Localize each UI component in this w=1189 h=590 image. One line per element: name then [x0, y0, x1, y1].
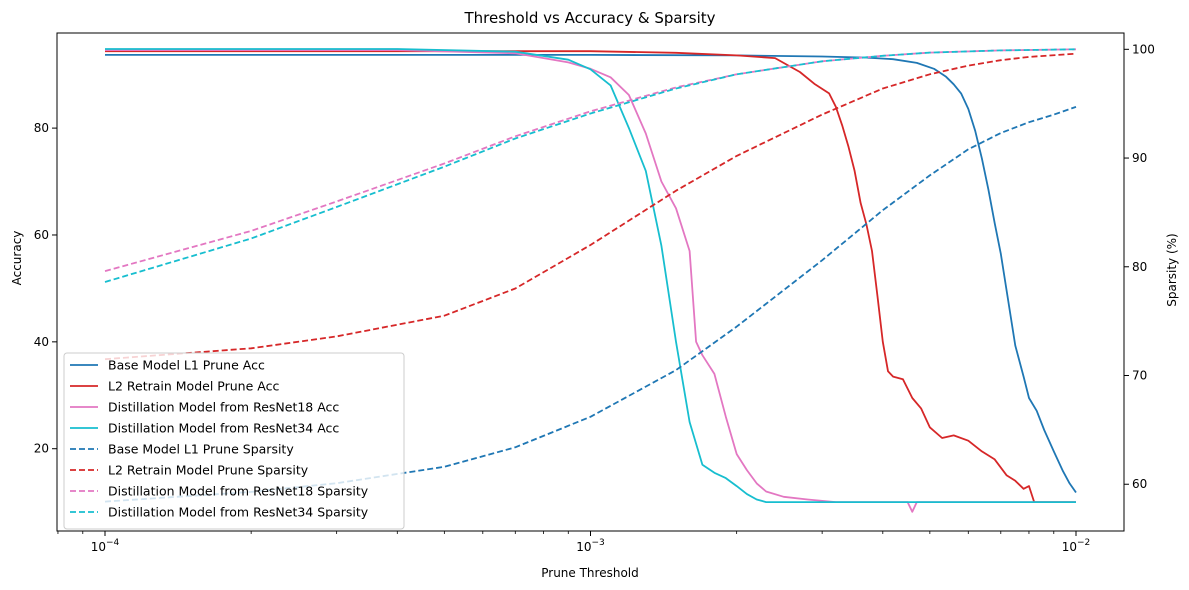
- x-tick-label: 10−4: [91, 538, 120, 554]
- x-tick-label: 10−2: [1062, 538, 1091, 554]
- chart-title: Threshold vs Accuracy & Sparsity: [463, 9, 715, 27]
- legend-label: Distillation Model from ResNet18 Sparsit…: [108, 484, 369, 499]
- series-line-distillation-model-from-resnet18-sparsity: [104, 48, 1077, 272]
- y2-tick-label: 90: [1132, 151, 1147, 165]
- legend-label: L2 Retrain Model Prune Acc: [108, 379, 279, 394]
- y2-tick-label: 100: [1132, 42, 1155, 56]
- x-axis-label: Prune Threshold: [541, 566, 639, 580]
- legend-label: Distillation Model from ResNet34 Sparsit…: [108, 505, 369, 520]
- series-line-base-model-l1-prune-acc: [105, 54, 1077, 494]
- y-tick-label: 20: [34, 442, 49, 456]
- axes-layer: 10−4 10−3 10−2 20 40 60 80 60 70 80 90 100: [34, 42, 1155, 554]
- y-axis-label: Accuracy: [10, 231, 24, 286]
- x-tick-label: 10−3: [576, 538, 605, 554]
- legend-label: L2 Retrain Model Prune Sparsity: [108, 463, 309, 478]
- series-line-l2-retrain-model-prune-acc: [105, 50, 1076, 504]
- y2-tick-label: 60: [1132, 477, 1147, 491]
- legend-label: Distillation Model from ResNet34 Acc: [108, 421, 339, 436]
- legend-label: Base Model L1 Prune Acc: [108, 358, 265, 373]
- series-line-base-model-l1-prune-sparsity: [104, 106, 1077, 503]
- series-line-l2-retrain-model-prune-sparsity: [104, 52, 1077, 361]
- y2-tick-label: 70: [1132, 369, 1147, 383]
- y-tick-label: 80: [34, 121, 49, 135]
- series-line-distillation-model-from-resnet34-sparsity: [104, 48, 1077, 283]
- legend-label: Distillation Model from ResNet18 Acc: [108, 400, 339, 415]
- y-tick-label: 60: [34, 228, 49, 242]
- legend-label: Base Model L1 Prune Sparsity: [108, 442, 294, 457]
- y2-tick-label: 80: [1132, 260, 1147, 274]
- legend: Base Model L1 Prune Acc L2 Retrain Model …: [63, 352, 405, 530]
- y-tick-label: 40: [34, 335, 49, 349]
- legend-box: [63, 352, 405, 530]
- series-line-distillation-model-from-resnet34-acc: [105, 48, 1076, 504]
- y2-axis-label: Sparsity (%): [1165, 233, 1179, 307]
- series-layer: [104, 48, 1077, 513]
